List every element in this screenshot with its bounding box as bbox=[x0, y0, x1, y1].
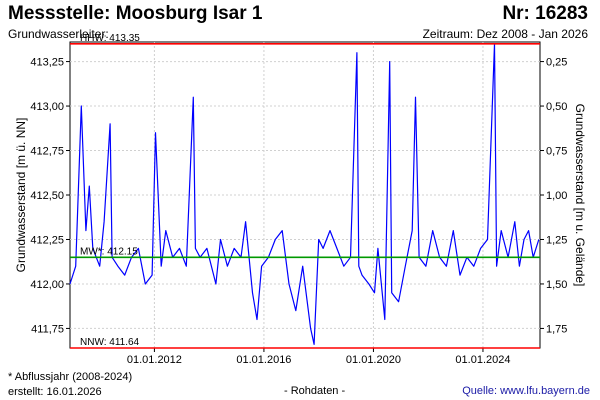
y-tick-label-left: 412,75 bbox=[30, 146, 64, 158]
y-tick-label-left: 413,00 bbox=[30, 101, 64, 113]
x-tick-label: 01.01.2020 bbox=[346, 354, 401, 366]
x-tick-label: 01.01.2012 bbox=[127, 354, 182, 366]
station-number: Nr: 16283 bbox=[502, 3, 588, 24]
reference-line-label: MW*: 412.15 bbox=[80, 246, 138, 257]
x-tick-label: 01.01.2024 bbox=[455, 354, 510, 366]
hydrological-year-footnote: * Abflussjahr (2008-2024) bbox=[8, 371, 133, 383]
groundwater-level-line bbox=[69, 43, 540, 345]
y-tick-label-left: 412,25 bbox=[30, 234, 64, 246]
y-tick-label-left: 413,25 bbox=[30, 57, 64, 69]
x-tick-label: 01.01.2016 bbox=[236, 354, 291, 366]
y-tick-label-right: 0,50 bbox=[546, 101, 567, 113]
reference-line-label: HHW: 413.35 bbox=[80, 33, 140, 44]
y-tick-label-left: 411,75 bbox=[31, 323, 64, 335]
y-tick-label-right: 0,25 bbox=[546, 57, 567, 69]
plot-area bbox=[69, 41, 541, 349]
y-tick-label-right: 1,75 bbox=[546, 323, 567, 335]
y-axis-title-right: Grundwasserstand [m u. Gelände] bbox=[573, 104, 587, 287]
y-tick-label-right: 1,00 bbox=[546, 190, 567, 202]
raw-data-note: - Rohdaten - bbox=[284, 385, 346, 397]
source-link[interactable]: Quelle: www.lfu.bayern.de bbox=[462, 385, 590, 397]
reference-line-label: NNW: 411.64 bbox=[80, 337, 140, 348]
aquifer-label: Grundwasserleiter: bbox=[8, 27, 109, 41]
y-tick-label-left: 412,50 bbox=[30, 190, 64, 202]
y-tick-label-right: 1,25 bbox=[546, 234, 567, 246]
y-tick-label-left: 412,00 bbox=[30, 279, 64, 291]
period-label: Zeitraum: Dez 2008 - Jan 2026 bbox=[422, 27, 588, 41]
station-title: Messstelle: Moosburg Isar 1 bbox=[8, 3, 263, 24]
y-axis-title-left: Grundwasserstand [m ü. NN] bbox=[14, 118, 28, 273]
y-tick-label-right: 1,50 bbox=[546, 279, 567, 291]
created-date: erstellt: 16.01.2026 bbox=[8, 386, 102, 398]
y-tick-label-right: 0,75 bbox=[546, 146, 567, 158]
